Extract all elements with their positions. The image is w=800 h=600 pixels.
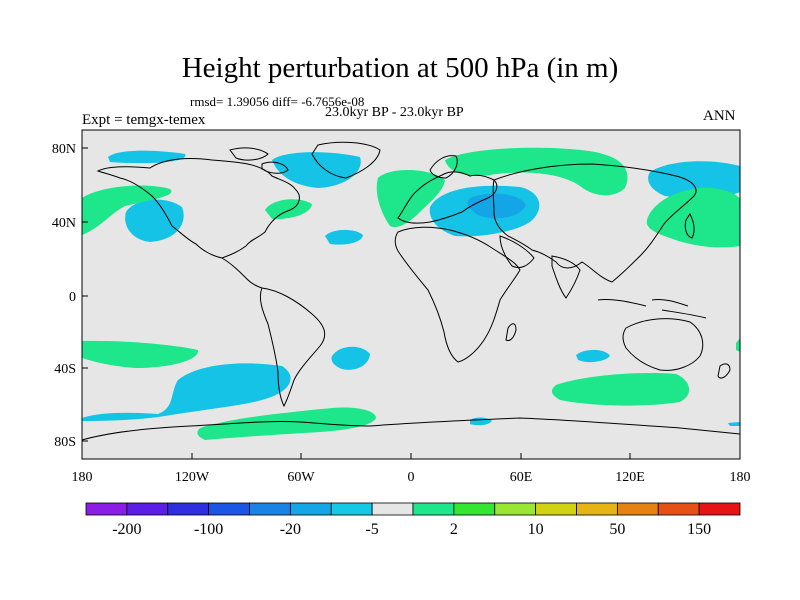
- season-label: ANN: [703, 108, 736, 124]
- coastlines: [81, 141, 741, 441]
- colorbar-swatch: [412, 502, 455, 516]
- coastline-india: [551, 255, 581, 299]
- coastline-central-america: [221, 257, 263, 289]
- colorbar-swatch: [289, 502, 332, 516]
- coastline-africa: [394, 226, 521, 363]
- negative-anomaly-region: [325, 229, 363, 245]
- coastline-new-zealand: [717, 363, 731, 379]
- colorbar-swatch: [616, 502, 659, 516]
- positive-anomaly-region: [551, 373, 690, 406]
- colorbar-label: 2: [450, 521, 458, 538]
- negative-anomaly-core: [467, 193, 526, 219]
- y-tick-label: 0: [69, 290, 76, 305]
- colorbar-label: -200: [112, 521, 141, 538]
- y-tick-label: 80S: [54, 435, 76, 450]
- colorbar-label: -20: [280, 521, 301, 538]
- x-tick-label: 180: [72, 470, 93, 485]
- x-tick-label: 0: [408, 470, 415, 485]
- colorbar-swatch: [535, 502, 577, 516]
- statistics-line: rmsd= 1.39056 diff= -6.7656e-08: [190, 94, 365, 109]
- colorbar-swatch: [330, 502, 373, 516]
- positive-anomaly-region: [197, 407, 376, 440]
- positive-anomaly-region: [82, 185, 172, 235]
- colorbar-swatch: [453, 502, 496, 516]
- colorbar-swatch: [85, 502, 128, 516]
- positive-anomaly-region: [265, 199, 312, 220]
- colorbar-label: 150: [687, 521, 711, 538]
- x-tick-label: 120E: [615, 470, 645, 485]
- coastline-arabia: [499, 235, 535, 269]
- coastline-japan: [684, 213, 695, 239]
- colorbar-label: 50: [609, 521, 625, 538]
- experiment-label: Expt = temgx-temex: [82, 112, 206, 128]
- positive-anomaly-region: [445, 147, 628, 196]
- y-tick-label: 40S: [54, 362, 76, 377]
- negative-anomaly-region: [108, 150, 186, 164]
- x-tick-label: 60E: [510, 470, 533, 485]
- coastline-asia: [492, 163, 697, 283]
- colorbar-label: -5: [365, 521, 378, 538]
- positive-anomaly-region: [82, 340, 199, 368]
- coastline-madagascar: [505, 323, 517, 341]
- negative-anomaly-region: [331, 346, 370, 370]
- colorbar-swatch: [657, 502, 700, 516]
- colorbar-swatch: [698, 502, 741, 516]
- coastline-north-america: [96, 158, 300, 259]
- colorbar-label: -100: [194, 521, 223, 538]
- x-tick-label: 60W: [287, 470, 315, 485]
- coastline-arctic-islands: [229, 147, 289, 174]
- y-tick-label: 40N: [52, 216, 76, 231]
- x-tick-label: 180: [730, 470, 751, 485]
- colorbar-labels: -200 -100 -20 -5 2 10 50 150: [112, 521, 711, 538]
- positive-anomaly-region: [646, 187, 740, 248]
- time-period: 23.0kyr BP - 23.0kyr BP: [325, 105, 464, 120]
- colorbar-label: 10: [528, 521, 544, 538]
- coastline-scandinavia: [429, 155, 458, 179]
- coastline-australia: [622, 318, 704, 371]
- x-axis-labels: 180 120W 60W 0 60E 120E 180: [72, 470, 751, 485]
- negative-anomaly-region: [272, 152, 361, 188]
- coastline-south-america: [259, 287, 326, 408]
- colorbar-swatch: [576, 502, 618, 516]
- colorbar: [85, 502, 741, 516]
- coastline-greenland: [311, 141, 381, 179]
- negative-anomaly-region: [125, 199, 184, 242]
- coastline-antarctica: [81, 417, 741, 441]
- y-axis-labels: 80N 40N 0 40S 80S: [52, 142, 76, 450]
- negative-anomaly-region: [82, 363, 291, 421]
- colorbar-swatch: [208, 502, 250, 516]
- figure-title: Height perturbation at 500 hPa (in m): [181, 52, 619, 84]
- x-tick-label: 120W: [175, 470, 210, 485]
- colorbar-swatch: [371, 502, 414, 516]
- colorbar-swatch: [494, 502, 537, 516]
- colorbar-swatch: [249, 502, 291, 516]
- axis-ticks: [81, 147, 741, 459]
- y-tick-label: 80N: [52, 142, 76, 157]
- positive-anomaly-region: [736, 338, 740, 352]
- negative-anomaly-region: [728, 422, 740, 426]
- colorbar-swatch: [126, 502, 169, 516]
- coastline-indonesia: [597, 299, 707, 319]
- negative-anomaly-region: [576, 349, 610, 363]
- colorbar-swatch: [167, 502, 210, 516]
